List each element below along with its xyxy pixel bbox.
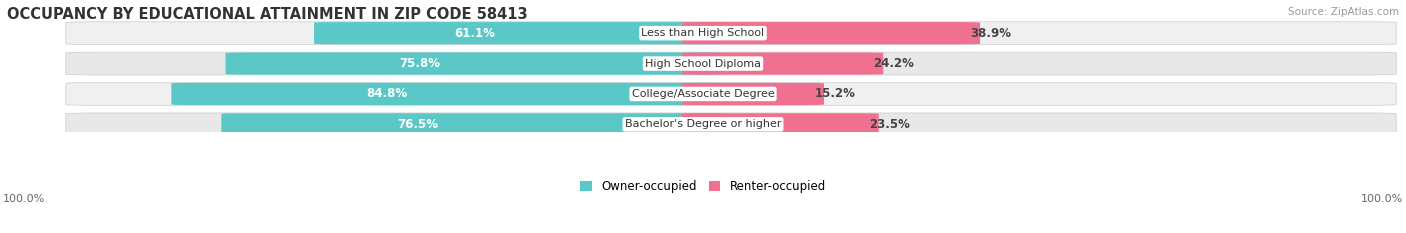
FancyBboxPatch shape — [66, 82, 1396, 105]
Text: 23.5%: 23.5% — [869, 118, 910, 131]
FancyBboxPatch shape — [682, 52, 883, 75]
Text: 76.5%: 76.5% — [396, 118, 437, 131]
Text: Source: ZipAtlas.com: Source: ZipAtlas.com — [1288, 7, 1399, 17]
Text: 24.2%: 24.2% — [873, 57, 914, 70]
Legend: Owner-occupied, Renter-occupied: Owner-occupied, Renter-occupied — [579, 180, 827, 193]
Text: Less than High School: Less than High School — [641, 28, 765, 38]
FancyBboxPatch shape — [682, 113, 879, 135]
FancyBboxPatch shape — [66, 22, 1396, 45]
Text: College/Associate Degree: College/Associate Degree — [631, 89, 775, 99]
Text: 100.0%: 100.0% — [1361, 194, 1403, 204]
Text: 100.0%: 100.0% — [3, 194, 45, 204]
FancyBboxPatch shape — [314, 22, 724, 44]
Text: Bachelor's Degree or higher: Bachelor's Degree or higher — [624, 119, 782, 129]
Text: 84.8%: 84.8% — [366, 87, 406, 100]
FancyBboxPatch shape — [66, 52, 1396, 75]
Text: 38.9%: 38.9% — [970, 27, 1011, 40]
Text: 75.8%: 75.8% — [399, 57, 440, 70]
FancyBboxPatch shape — [682, 83, 824, 105]
FancyBboxPatch shape — [172, 83, 724, 105]
Text: 15.2%: 15.2% — [814, 87, 855, 100]
Text: 61.1%: 61.1% — [454, 27, 495, 40]
Text: High School Diploma: High School Diploma — [645, 58, 761, 69]
FancyBboxPatch shape — [66, 113, 1396, 136]
Text: OCCUPANCY BY EDUCATIONAL ATTAINMENT IN ZIP CODE 58413: OCCUPANCY BY EDUCATIONAL ATTAINMENT IN Z… — [7, 7, 527, 22]
FancyBboxPatch shape — [682, 22, 980, 44]
FancyBboxPatch shape — [221, 113, 724, 135]
FancyBboxPatch shape — [225, 52, 724, 75]
